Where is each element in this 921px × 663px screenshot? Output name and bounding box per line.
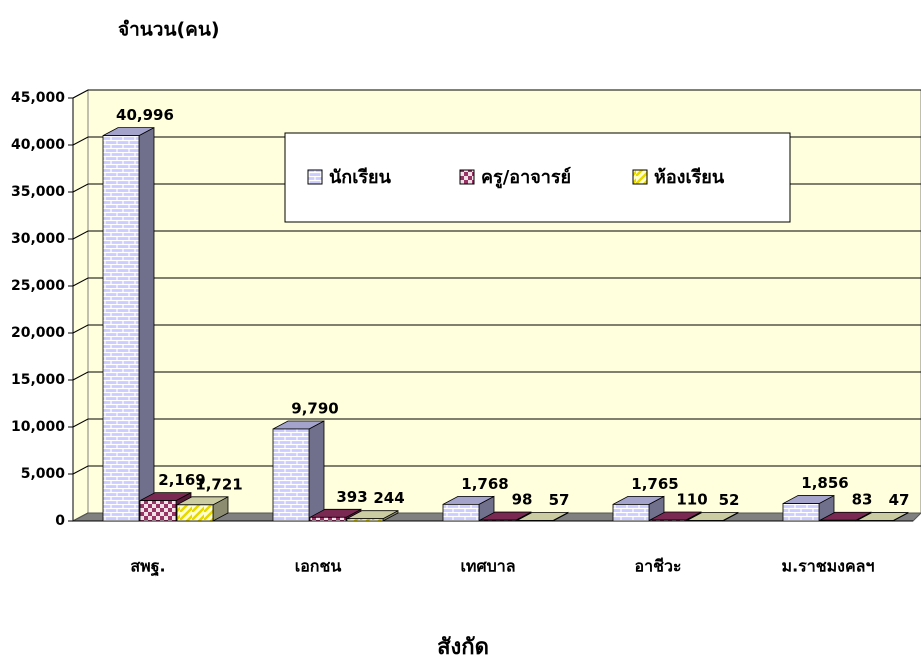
grid-line bbox=[72, 324, 921, 334]
y-tick-label: 35,000 bbox=[11, 184, 65, 200]
bar bbox=[782, 494, 835, 522]
legend-label: ครู/อาจารย์ bbox=[481, 166, 571, 189]
grid-line bbox=[72, 89, 921, 99]
bar-front bbox=[516, 520, 554, 522]
y-tick-label: 20,000 bbox=[11, 325, 65, 341]
bar-front bbox=[782, 503, 820, 522]
value-label: 1,768 bbox=[461, 475, 508, 493]
legend-label: นักเรียน bbox=[329, 167, 392, 188]
value-label: 1,721 bbox=[195, 475, 242, 493]
bar-side bbox=[308, 420, 325, 522]
y-tick-label: 25,000 bbox=[11, 278, 65, 294]
y-tick-label: 5,000 bbox=[21, 466, 66, 482]
value-label: 83 bbox=[852, 491, 873, 509]
bar-front bbox=[649, 519, 687, 522]
grid-line bbox=[72, 418, 921, 428]
value-label: 98 bbox=[512, 491, 533, 509]
y-tick-label: 45,000 bbox=[11, 90, 65, 106]
value-label: 110 bbox=[676, 490, 707, 508]
x-tick-label: เอกชน bbox=[295, 557, 342, 576]
grid-line bbox=[72, 277, 921, 287]
grid-line bbox=[72, 230, 921, 240]
bar bbox=[856, 511, 909, 522]
y-tick-label: 30,000 bbox=[11, 231, 65, 247]
bar-front bbox=[819, 519, 857, 522]
value-label: 47 bbox=[889, 491, 910, 509]
bar bbox=[272, 420, 325, 522]
bar-front bbox=[272, 428, 310, 522]
bar-front bbox=[176, 504, 214, 522]
bar-side bbox=[138, 126, 155, 522]
legend-swatch bbox=[307, 169, 323, 185]
bar-front bbox=[442, 503, 480, 522]
bar bbox=[686, 511, 739, 522]
bar bbox=[176, 496, 229, 522]
bar-front bbox=[139, 500, 177, 522]
bar-front bbox=[346, 518, 384, 522]
legend-label: ห้องเรียน bbox=[654, 167, 725, 188]
y-axis-label: จำนวน(คน) bbox=[118, 19, 220, 41]
y-tick-label: 40,000 bbox=[11, 137, 65, 153]
value-label: 1,765 bbox=[631, 475, 678, 493]
y-tick-label: 0 bbox=[55, 513, 65, 529]
y-tick-label: 15,000 bbox=[11, 372, 65, 388]
bar bbox=[346, 510, 399, 522]
value-label: 57 bbox=[549, 491, 570, 509]
x-tick-label: สพฐ. bbox=[130, 557, 165, 577]
bar bbox=[516, 511, 569, 522]
legend: นักเรียน ครู/อาจารย์ ห้องเรียน bbox=[284, 132, 791, 223]
bar bbox=[102, 126, 155, 522]
grid-line bbox=[72, 465, 921, 475]
value-label: 52 bbox=[719, 491, 740, 509]
bar-front bbox=[612, 504, 650, 522]
legend-box bbox=[284, 132, 791, 223]
x-tick-label: อาชีวะ bbox=[634, 557, 681, 576]
bar-front bbox=[479, 519, 517, 522]
legend-swatch bbox=[632, 169, 648, 185]
value-label: 1,856 bbox=[801, 474, 848, 492]
x-tick-label: เทศบาล bbox=[460, 557, 515, 576]
bar-front bbox=[102, 135, 140, 522]
value-label: 2,169 bbox=[158, 471, 205, 489]
legend-swatch bbox=[459, 169, 475, 185]
value-label: 40,996 bbox=[116, 106, 174, 124]
value-label: 393 bbox=[336, 488, 367, 506]
bar-front bbox=[309, 516, 347, 522]
x-tick-label: ม.ราชมงคลฯ bbox=[782, 557, 875, 576]
x-axis-label: สังกัด bbox=[437, 635, 489, 660]
value-label: 9,790 bbox=[291, 399, 338, 417]
y-tick-label: 10,000 bbox=[11, 419, 65, 435]
side-wall bbox=[72, 89, 89, 522]
bar bbox=[479, 511, 532, 522]
grid-line bbox=[72, 371, 921, 381]
value-label: 244 bbox=[373, 489, 404, 507]
